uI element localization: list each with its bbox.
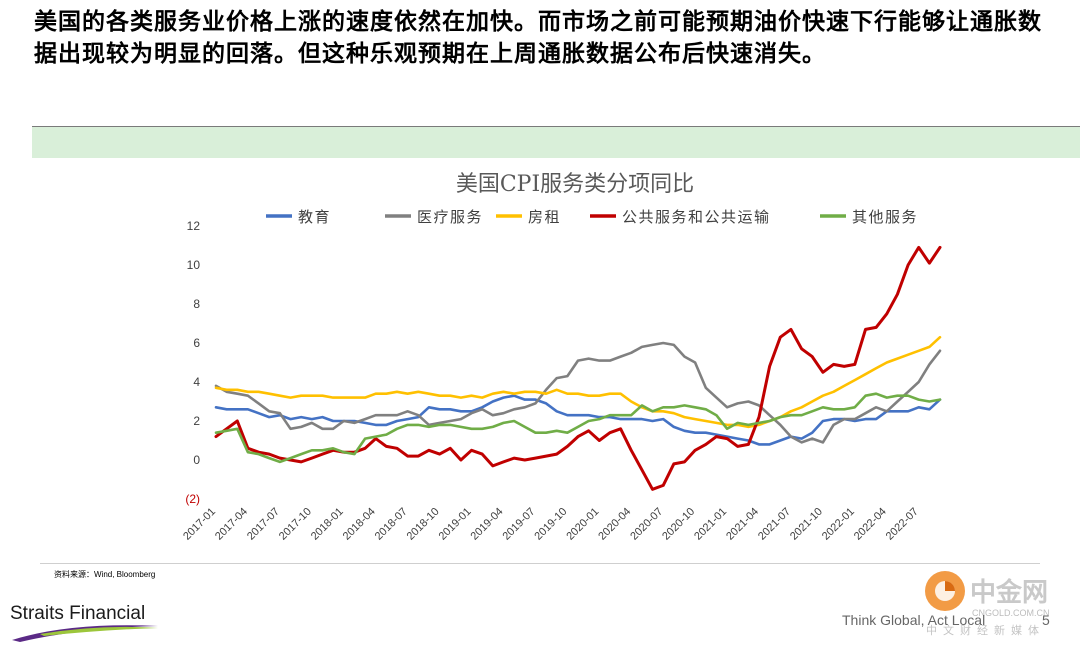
x-tick-label: 2019-04 [469, 506, 506, 543]
y-tick-label: 0 [193, 453, 200, 467]
watermark-domain: CNGOLD.COM.CN [972, 608, 1050, 618]
footer-divider [40, 563, 1040, 564]
x-tick-label: 2019-10 [532, 506, 569, 543]
legend-label: 公共服务和公共运输 [622, 208, 771, 226]
x-tick-label: 2018-04 [341, 506, 378, 543]
chart-title: 美国CPI服务类分项同比 [456, 172, 694, 197]
company-logo-swoosh-icon [12, 625, 158, 642]
legend-label: 医疗服务 [417, 208, 483, 226]
y-tick-label: 8 [193, 297, 200, 311]
x-tick-label: 2021-04 [724, 506, 761, 543]
x-tick-label: 2021-07 [756, 506, 793, 543]
x-tick-label: 2020-07 [628, 506, 665, 543]
y-tick-label: 6 [193, 336, 200, 350]
x-tick-label: 2020-01 [564, 506, 601, 543]
x-tick-label: 2017-01 [181, 506, 218, 543]
x-tick-label: 2017-07 [245, 506, 282, 543]
y-tick-label: (2) [185, 492, 200, 506]
watermark-name: 中金网 [970, 578, 1049, 608]
y-tick-label: 2 [193, 414, 200, 428]
x-tick-label: 2017-04 [213, 506, 250, 543]
watermark-logo-icon [925, 571, 965, 611]
x-tick-label: 2021-01 [692, 506, 729, 543]
x-tick-label: 2019-01 [437, 506, 474, 543]
series-line [214, 394, 942, 446]
x-tick-label: 2017-10 [277, 506, 314, 543]
x-tick-label: 2022-07 [884, 506, 921, 543]
series-line [214, 245, 942, 491]
x-tick-label: 2018-07 [373, 506, 410, 543]
x-tick-label: 2022-01 [820, 506, 857, 543]
legend-label: 其他服务 [852, 208, 918, 226]
x-tick-label: 2018-10 [405, 506, 442, 543]
series-line [214, 392, 942, 464]
watermark-tagline: 中文财经新媒体 [926, 624, 1045, 637]
y-tick-label: 4 [193, 375, 200, 389]
company-logo-text: Straits Financial [10, 603, 146, 624]
x-tick-label: 2020-10 [660, 506, 697, 543]
page-number: 5 [1042, 612, 1050, 628]
source-note: 资料来源：Wind, Bloomberg [54, 570, 156, 579]
legend-label: 房租 [528, 208, 561, 226]
x-tick-label: 2019-07 [500, 506, 537, 543]
x-tick-label: 2018-01 [309, 506, 346, 543]
x-tick-label: 2020-04 [596, 506, 633, 543]
slogan: Think Global, Act Local [842, 612, 986, 628]
series-line [214, 335, 942, 429]
x-tick-label: 2021-10 [788, 506, 825, 543]
y-tick-label: 12 [187, 219, 201, 233]
x-tick-label: 2022-04 [852, 506, 889, 543]
y-tick-label: 10 [187, 258, 201, 272]
series-line [214, 341, 942, 444]
headline-text: 美国的各类服务业价格上涨的速度依然在加快。而市场之前可能预期油价快速下行能够让通… [34, 9, 1042, 67]
legend-label: 教育 [298, 208, 331, 226]
section-band [32, 126, 1080, 158]
